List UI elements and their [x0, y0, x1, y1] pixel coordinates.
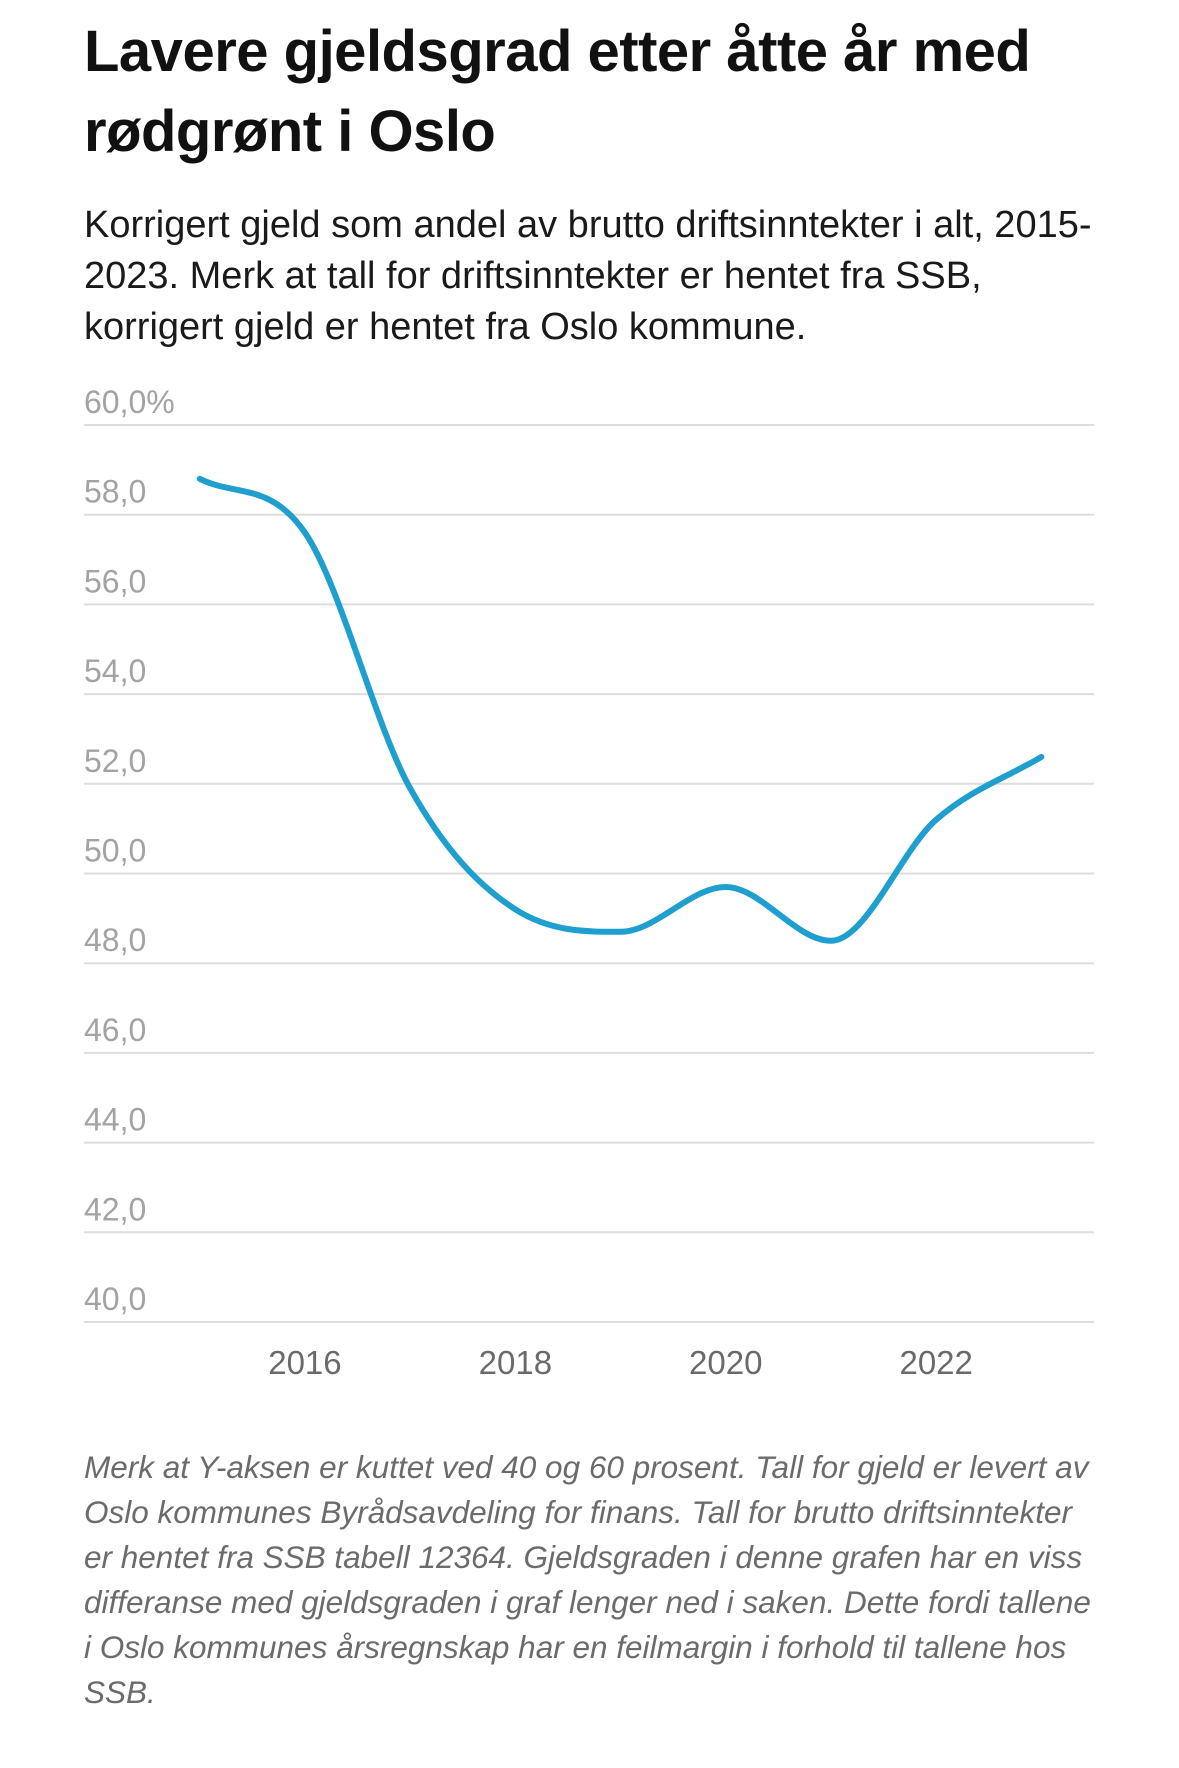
y-tick-label: 40,0 [84, 1281, 146, 1317]
x-axis-ticks: 2016 2018 2020 2022 [268, 1344, 973, 1381]
y-tick-label: 52,0 [84, 743, 146, 779]
x-tick-label: 2018 [479, 1344, 552, 1381]
chart-subtitle: Korrigert gjeld som andel av brutto drif… [84, 204, 1092, 348]
series-line [196, 475, 1045, 944]
y-tick-label: 58,0 [84, 474, 146, 510]
chart-title: Lavere gjeldsgrad etter åtte år med rødg… [84, 19, 1031, 164]
y-tick-label: 46,0 [84, 1012, 146, 1048]
y-tick-label: 42,0 [84, 1191, 146, 1227]
y-tick-label: 60,0% [84, 384, 175, 420]
y-tick-label: 56,0 [84, 563, 146, 599]
y-tick-label: 54,0 [84, 653, 146, 689]
chart-footnote: Merk at Y-aksen er kuttet ved 40 og 60 p… [84, 1449, 1091, 1710]
y-axis-ticks: 60,0% 58,0 56,0 54,0 52,0 50,0 48,0 46,0 44,0 42,… [84, 384, 175, 1317]
x-tick-label: 2020 [689, 1344, 762, 1381]
line-chart: 60,0% 58,0 56,0 54,0 52,0 50,0 48,0 46,0 44,0 42,… [84, 384, 1094, 1381]
y-tick-label: 48,0 [84, 922, 146, 958]
series-layer [196, 475, 1045, 944]
x-tick-label: 2016 [268, 1344, 341, 1381]
y-tick-label: 44,0 [84, 1102, 146, 1138]
grid-layer [84, 424, 1094, 1323]
chart-card: Lavere gjeldsgrad etter åtte år med rødg… [84, 0, 1094, 353]
x-tick-label: 2022 [899, 1344, 972, 1381]
y-tick-label: 50,0 [84, 833, 146, 869]
